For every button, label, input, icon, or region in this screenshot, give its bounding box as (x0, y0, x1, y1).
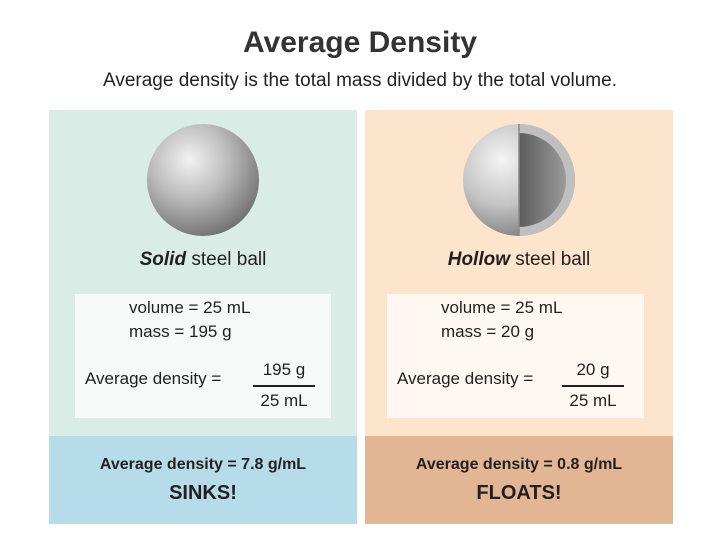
verdict-text: SINKS! (169, 482, 237, 504)
average-density-label: Average density = (85, 369, 222, 388)
fraction-numerator: 20 g (576, 360, 610, 379)
page-subtitle: Average density is the total mass divide… (103, 70, 617, 91)
caption-emphasis: Hollow (447, 249, 510, 270)
solid-steel-ball-image (147, 124, 259, 236)
verdict-text: FLOATS! (476, 482, 562, 504)
result-density-text: Average density = 7.8 g/mL (99, 456, 307, 473)
mass-text: mass = 20 g (441, 322, 535, 341)
hollow-result-box: Average density = 0.8 g/mL FLOATS! (365, 436, 673, 524)
fraction-bar (562, 385, 624, 387)
result-density-text: Average density = 0.8 g/mL (415, 456, 623, 473)
mass-text: mass = 195 g (129, 322, 232, 341)
hollow-steel-ball-image (463, 124, 575, 236)
page-title: Average Density (243, 26, 477, 59)
solid-ball-caption: Solid steel ball (49, 249, 357, 271)
solid-ball-panel: Solid steel ball volume = 25 mL mass = 1… (49, 110, 357, 524)
volume-text: volume = 25 mL (441, 298, 563, 317)
solid-result-box: Average density = 7.8 g/mL SINKS! (49, 436, 357, 524)
caption-rest: steel ball (510, 249, 591, 270)
average-density-label: Average density = (397, 369, 534, 388)
fraction-denominator: 25 mL (569, 391, 617, 410)
fraction-denominator: 25 mL (260, 391, 308, 410)
caption-emphasis: Solid (139, 249, 187, 270)
fraction-numerator: 195 g (262, 360, 306, 379)
solid-calculation-box: volume = 25 mL mass = 195 g Average dens… (75, 294, 331, 418)
hollow-calculation-box: volume = 25 mL mass = 20 g Average densi… (387, 294, 644, 418)
caption-rest: steel ball (186, 249, 267, 270)
hollow-ball-caption: Hollow steel ball (365, 249, 673, 271)
volume-text: volume = 25 mL (129, 298, 251, 317)
hollow-ball-panel: Hollow steel ball volume = 25 mL mass = … (365, 110, 673, 524)
fraction-bar (253, 385, 315, 387)
